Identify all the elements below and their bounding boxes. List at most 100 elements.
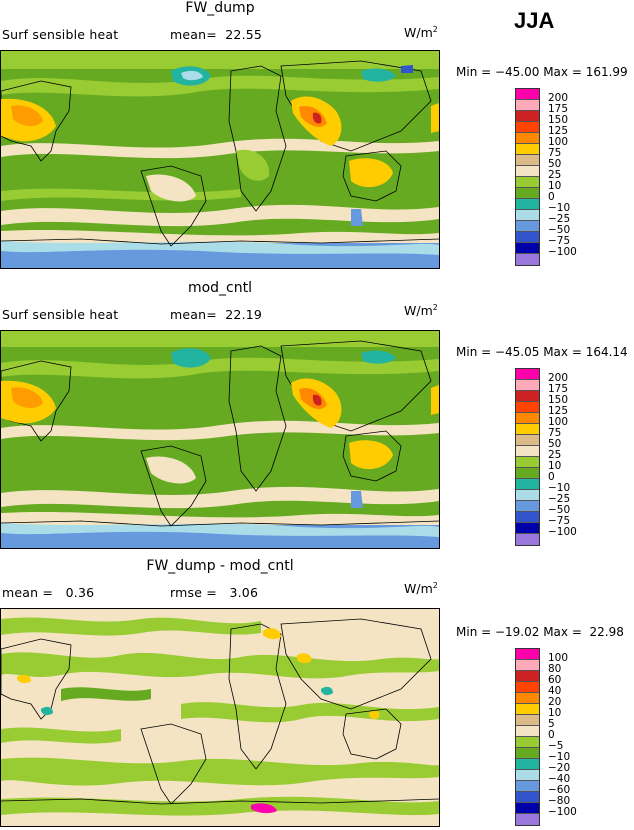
colorbar-label: 20	[548, 696, 562, 708]
colorbar-label: −5	[548, 740, 564, 752]
colorbar-swatch	[516, 693, 539, 704]
colorbar-label: 25	[548, 169, 562, 181]
colorbar-swatch	[516, 254, 539, 265]
colorbar-label: −10	[548, 482, 571, 494]
colorbar-swatch	[516, 649, 539, 660]
colorbar-label: 75	[548, 427, 562, 439]
colorbar-swatch	[516, 512, 539, 523]
colorbar-swatch	[516, 446, 539, 457]
colorbar-swatch	[516, 243, 539, 254]
colorbar-label: −60	[548, 784, 571, 796]
panel-mean-label: mean = 0.36	[2, 585, 95, 600]
colorbar-label: 150	[548, 394, 569, 406]
colorbar-swatch	[516, 369, 539, 380]
colorbar-swatch	[516, 435, 539, 446]
colorbar-swatch	[516, 682, 539, 693]
colorbar-label: −75	[548, 515, 571, 527]
colorbar-label: 0	[548, 191, 555, 203]
colorbar-label: 75	[548, 147, 562, 159]
colorbar-swatch	[516, 759, 539, 770]
colorbar-label: 200	[548, 372, 569, 384]
panel-variable-label: Surf sensible heat	[2, 307, 119, 322]
colorbar-swatch	[516, 424, 539, 435]
colorbar-label: 0	[548, 729, 555, 741]
colorbar-label: −100	[548, 246, 577, 258]
map-difference	[0, 608, 440, 827]
colorbar-swatch	[516, 490, 539, 501]
colorbar-label: −75	[548, 235, 571, 247]
colorbar-swatch	[516, 457, 539, 468]
units-label: W/m2	[404, 25, 438, 41]
map-fw-dump	[0, 50, 440, 269]
colorbar-swatch	[516, 122, 539, 133]
colorbar-swatch	[516, 737, 539, 748]
units-label: W/m2	[404, 581, 438, 597]
colorbar-swatch	[516, 770, 539, 781]
min-max-label: Min = −45.00 Max = 161.99	[456, 65, 628, 79]
colorbar-swatch	[516, 468, 539, 479]
colorbar-label: −100	[548, 806, 577, 818]
colorbar-swatch	[516, 523, 539, 534]
colorbar-swatch	[516, 188, 539, 199]
colorbar-swatch	[516, 671, 539, 682]
colorbar-label: 100	[548, 416, 569, 428]
colorbar-swatch	[516, 221, 539, 232]
panel-title: mod_cntl	[187, 280, 253, 296]
colorbar-label: −50	[548, 504, 571, 516]
colorbar-swatch	[516, 177, 539, 188]
colorbar-swatch	[516, 199, 539, 210]
colorbar-label: 10	[548, 707, 562, 719]
colorbar-label: 125	[548, 125, 569, 137]
colorbar-swatch	[516, 501, 539, 512]
colorbar-swatch	[516, 166, 539, 177]
min-max-label: Min = −19.02 Max = 22.98	[456, 625, 624, 639]
colorbar-label: 125	[548, 405, 569, 417]
colorbar-swatch	[516, 391, 539, 402]
map-field-mod-cntl	[1, 331, 439, 548]
colorbar-label: −40	[548, 773, 571, 785]
colorbar-swatch	[516, 380, 539, 391]
panel-rmse-label: rmse = 3.06	[170, 585, 259, 600]
colorbar-label: 50	[548, 438, 562, 450]
panel-title: FW_dump - mod_cntl	[146, 558, 294, 574]
colorbar-swatch	[516, 402, 539, 413]
units-label: W/m2	[404, 303, 438, 319]
colorbar-swatch	[516, 210, 539, 221]
colorbar-label: 0	[548, 471, 555, 483]
min-max-label: Min = −45.05 Max = 164.14	[456, 345, 628, 359]
colorbar-label: −25	[548, 493, 571, 505]
panel-variable-label: Surf sensible heat	[2, 27, 119, 42]
colorbar-label: 10	[548, 180, 562, 192]
colorbar-label: −20	[548, 762, 571, 774]
colorbar-label: 25	[548, 449, 562, 461]
colorbar-label: 50	[548, 158, 562, 170]
colorbar-label: 175	[548, 103, 569, 115]
colorbar-label: −10	[548, 751, 571, 763]
panel-mean-label: mean= 22.55	[170, 27, 263, 42]
colorbar	[515, 648, 540, 826]
colorbar-swatch	[516, 792, 539, 803]
colorbar-label: 60	[548, 674, 562, 686]
colorbar-label: −80	[548, 795, 571, 807]
colorbar-swatch	[516, 726, 539, 737]
panel-mean-label: mean= 22.19	[170, 307, 263, 322]
colorbar-label: 150	[548, 114, 569, 126]
map-field-difference	[1, 609, 439, 826]
colorbar-swatch	[516, 413, 539, 424]
colorbar-label: 100	[548, 136, 569, 148]
colorbar-label: −10	[548, 202, 571, 214]
colorbar-swatch	[516, 814, 539, 825]
colorbar-label: 10	[548, 460, 562, 472]
colorbar-label: 100	[548, 652, 569, 664]
colorbar-label: −25	[548, 213, 571, 225]
colorbar-swatch	[516, 89, 539, 100]
colorbar-swatch	[516, 232, 539, 243]
map-mod-cntl	[0, 330, 440, 549]
colorbar-swatch	[516, 111, 539, 122]
colorbar-swatch	[516, 100, 539, 111]
colorbar-label: 200	[548, 92, 569, 104]
colorbar	[515, 368, 540, 546]
colorbar-swatch	[516, 534, 539, 545]
colorbar-swatch	[516, 660, 539, 671]
